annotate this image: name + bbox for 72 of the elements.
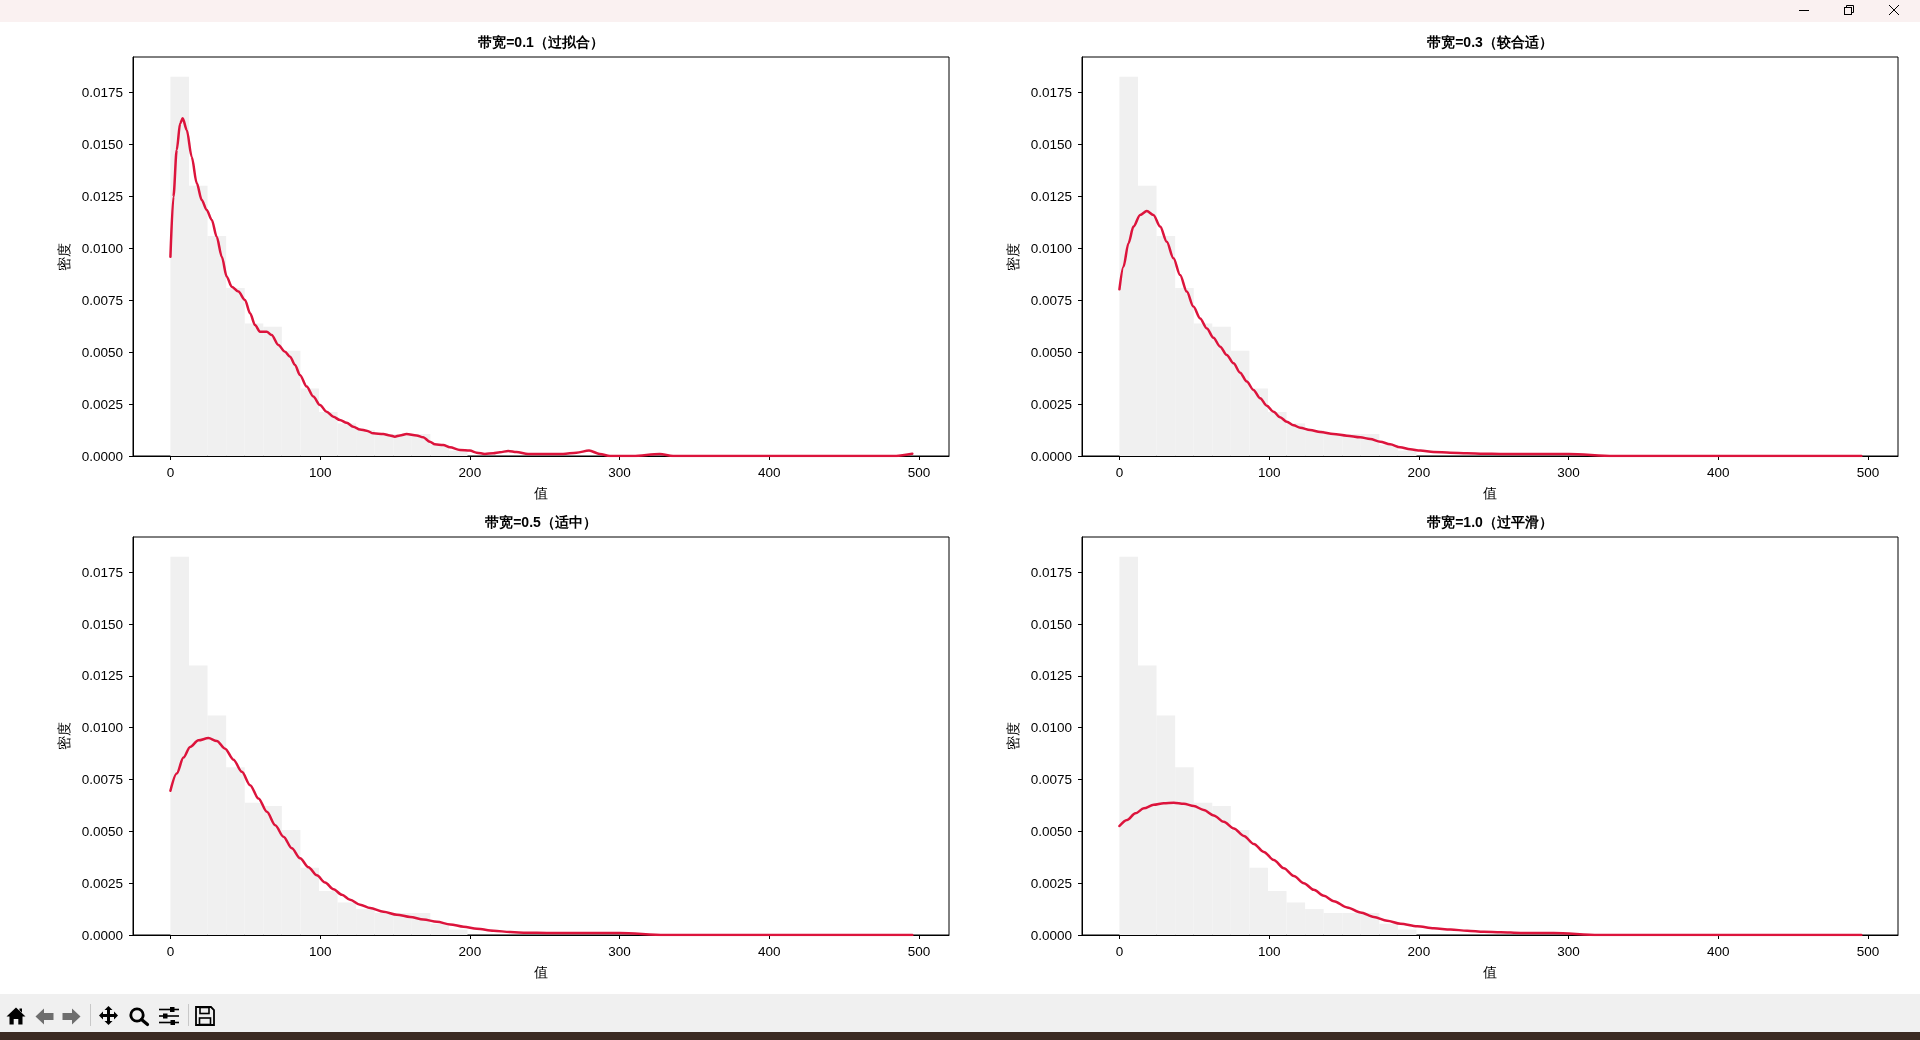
y-tick-label: 0.0000 [81, 448, 123, 464]
y-tick-label: 0.0000 [81, 927, 123, 943]
chart-title: 带宽=0.5（适中） [485, 514, 597, 530]
x-tick-label: 0 [1115, 943, 1124, 959]
x-tick-label: 100 [308, 464, 332, 480]
chart-title: 带宽=1.0（过平滑） [1427, 514, 1553, 530]
x-tick-label: 300 [608, 464, 631, 480]
y-tick-label: 0.0100 [1030, 720, 1072, 736]
x-tick-label: 500 [1856, 464, 1880, 480]
x-tick-label: 400 [758, 943, 781, 959]
x-axis-title: 值 [1483, 485, 1497, 501]
line-series [1118, 801, 1863, 937]
x-axis-title: 值 [1483, 964, 1497, 980]
y-tick-label: 0.0150 [81, 616, 123, 632]
x-tick-label: 200 [458, 943, 482, 959]
x-tick-label: 500 [1856, 943, 1880, 959]
y-tick-label: 0.0050 [81, 823, 123, 839]
y-tick-label: 0.0125 [81, 668, 123, 684]
x-tick-label: 0 [166, 464, 175, 480]
y-tick-label: 0.0150 [1030, 136, 1072, 152]
x-tick-label: 400 [758, 464, 781, 480]
x-tick-label: 300 [608, 943, 631, 959]
y-tick-label: 0.0125 [81, 188, 123, 204]
y-tick-label: 0.0100 [81, 720, 123, 736]
y-tick-label: 0.0175 [1030, 84, 1072, 100]
x-tick-label: 0 [1115, 464, 1124, 480]
x-tick-label: 100 [1257, 943, 1281, 959]
line-series [1118, 209, 1863, 458]
x-tick-label: 0 [166, 943, 175, 959]
x-tick-label: 200 [1407, 464, 1431, 480]
y-tick-label: 0.0000 [1030, 927, 1072, 943]
y-tick-label: 0.0025 [1030, 875, 1072, 891]
y-tick-label: 0.0175 [1030, 564, 1072, 580]
y-tick-label: 0.0000 [1030, 448, 1072, 464]
x-tick-label: 300 [1557, 464, 1580, 480]
y-tick-label: 0.0150 [81, 136, 123, 152]
y-tick-label: 0.0050 [81, 344, 123, 360]
x-tick-label: 100 [1257, 464, 1281, 480]
y-tick-label: 0.0075 [1030, 772, 1072, 788]
y-tick-label: 0.0075 [81, 772, 123, 788]
chart-title: 带宽=0.3（较合适） [1427, 34, 1553, 50]
y-tick-label: 0.0050 [1030, 823, 1072, 839]
x-tick-label: 200 [1407, 943, 1431, 959]
y-tick-label: 0.0150 [1030, 616, 1072, 632]
y-axis-title: 密度 [1004, 722, 1021, 750]
y-tick-label: 0.0025 [81, 396, 123, 412]
x-axis-title: 值 [534, 485, 548, 501]
y-tick-label: 0.0025 [1030, 396, 1072, 412]
y-axis-title: 密度 [55, 242, 72, 271]
x-tick-label: 400 [1707, 943, 1730, 959]
y-tick-label: 0.0175 [81, 84, 123, 100]
y-tick-label: 0.0075 [81, 292, 123, 308]
x-tick-label: 500 [907, 943, 931, 959]
x-tick-label: 200 [458, 464, 482, 480]
x-tick-label: 500 [907, 464, 931, 480]
y-tick-label: 0.0075 [1030, 292, 1072, 308]
x-tick-label: 300 [1557, 943, 1580, 959]
chart-title: 带宽=0.1（过拟合） [478, 34, 604, 50]
y-axis-title: 密度 [1004, 242, 1021, 271]
y-tick-label: 0.0125 [1030, 188, 1072, 204]
line-series [169, 736, 914, 937]
x-tick-label: 400 [1707, 464, 1730, 480]
y-tick-label: 0.0100 [81, 240, 123, 256]
x-tick-label: 100 [308, 943, 332, 959]
y-tick-label: 0.0175 [81, 564, 123, 580]
y-tick-label: 0.0100 [1030, 240, 1072, 256]
y-tick-label: 0.0050 [1030, 344, 1072, 360]
y-tick-label: 0.0025 [81, 875, 123, 891]
x-axis-title: 值 [534, 964, 548, 980]
y-tick-label: 0.0125 [1030, 668, 1072, 684]
line-series [169, 117, 914, 458]
y-axis-title: 密度 [55, 722, 72, 750]
